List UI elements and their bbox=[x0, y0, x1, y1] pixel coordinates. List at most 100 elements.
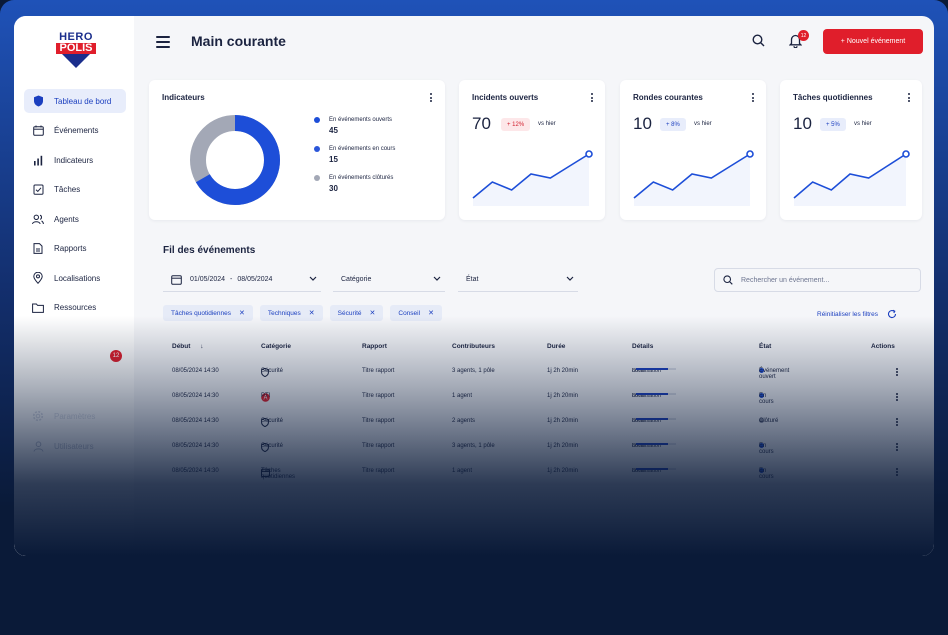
new-event-button[interactable]: + Nouvel événement bbox=[823, 29, 923, 54]
cell-report[interactable]: Titre rapport bbox=[362, 368, 395, 374]
row-actions-kebab-icon[interactable] bbox=[896, 393, 899, 403]
cell-report[interactable]: Titre rapport bbox=[362, 468, 395, 474]
chevron-down-icon bbox=[433, 276, 441, 283]
cell-contributors: 1 agent bbox=[452, 393, 473, 399]
state-select[interactable]: État bbox=[458, 268, 578, 292]
column-header-details: Détails bbox=[632, 343, 654, 350]
row-actions-kebab-icon[interactable] bbox=[896, 468, 899, 478]
chevron-down-icon bbox=[309, 276, 317, 283]
sidebar-item-agents[interactable]: Agents bbox=[24, 207, 126, 231]
cell-duration: 1j 2h 20min bbox=[547, 468, 579, 474]
sidebar-item-indicateurs[interactable]: Indicateurs bbox=[24, 148, 126, 172]
kebab-menu-icon[interactable] bbox=[752, 93, 755, 104]
close-icon[interactable]: ✕ bbox=[428, 310, 434, 317]
cell-report[interactable]: Titre rapport bbox=[362, 418, 395, 424]
state-label: Événement ouvert bbox=[759, 368, 790, 380]
sidebar-item-localisations[interactable]: Localisations bbox=[24, 266, 126, 290]
top-header: Main courante 12 + Nouvel événement bbox=[134, 16, 934, 70]
close-icon[interactable]: ✕ bbox=[308, 310, 315, 317]
search-icon bbox=[723, 275, 733, 285]
column-header-report: Rapport bbox=[362, 343, 387, 350]
chip-label: Tâches quotidiennes bbox=[171, 309, 231, 317]
sort-arrow-down-icon[interactable]: ↓ bbox=[200, 343, 204, 350]
legend-label: En événements clôturés bbox=[329, 175, 394, 181]
table-row[interactable]: 08/05/2024 14:30 Sécurité Titre rapport … bbox=[172, 368, 912, 386]
table-row[interactable]: 08/05/2024 14:30 Sécurité Titre rapport … bbox=[172, 418, 912, 436]
column-header-label: Début bbox=[172, 343, 191, 350]
sidebar-item-parametres[interactable]: Paramètres bbox=[24, 404, 126, 428]
filter-chip[interactable]: Tâches quotidiennes ✕ bbox=[163, 305, 253, 321]
sidebar-item-messages[interactable]: Messages bbox=[24, 374, 126, 398]
sidebar-item-evenements[interactable]: Événements bbox=[24, 119, 126, 143]
event-search-input[interactable]: Rechercher un événement... bbox=[714, 268, 921, 292]
row-actions-kebab-icon[interactable] bbox=[896, 443, 899, 453]
kebab-menu-icon[interactable] bbox=[908, 93, 911, 104]
cell-contributors: 3 agents, 1 pôle bbox=[452, 443, 495, 449]
cell-start: 08/05/2024 14:30 bbox=[172, 468, 219, 474]
indicators-donut-chart bbox=[190, 115, 280, 205]
table-row[interactable]: 08/05/2024 14:30 A PTI Titre rapport 1 a… bbox=[172, 393, 912, 411]
cell-report[interactable]: Titre rapport bbox=[362, 393, 395, 399]
table-row[interactable]: 08/05/2024 14:30 Tâches quotidiennes Tit… bbox=[172, 468, 912, 486]
sidebar-item-tableau-de-bord[interactable]: Tableau de bord bbox=[24, 89, 126, 113]
legend-item-closed: En événements clôturés 30 bbox=[314, 175, 395, 193]
stat-sparkline bbox=[633, 150, 754, 206]
date-to: 08/05/2024 bbox=[237, 276, 273, 283]
column-header-start[interactable]: Début ↓ bbox=[172, 343, 203, 350]
date-range-picker[interactable]: 01/05/2024 - 08/05/2024 bbox=[163, 268, 321, 292]
filter-chip[interactable]: Sécurité ✕ bbox=[329, 305, 384, 321]
category-label: Sécurité bbox=[261, 443, 284, 449]
kebab-menu-icon[interactable] bbox=[430, 93, 433, 104]
kebab-menu-icon[interactable] bbox=[591, 93, 594, 104]
sparkline-end-point bbox=[746, 150, 754, 158]
search-icon[interactable] bbox=[752, 34, 765, 52]
sidebar-item-taches[interactable]: Tâches bbox=[24, 178, 126, 202]
menu-icon[interactable] bbox=[156, 36, 170, 48]
detail-progress-bar bbox=[636, 468, 676, 470]
sidebar-item-alertes[interactable]: Alertes 12 bbox=[24, 344, 126, 368]
row-actions-kebab-icon[interactable] bbox=[896, 418, 899, 428]
legend-value: 45 bbox=[329, 126, 338, 135]
detail-progress-bar bbox=[636, 368, 676, 370]
stat-delta-badge: + 8% bbox=[660, 118, 686, 131]
legend-label: En événements ouverts bbox=[329, 117, 393, 123]
stat-card-incidents: Incidents ouverts 70 + 12% vs hier bbox=[459, 80, 605, 220]
date-separator: - bbox=[230, 276, 233, 283]
cell-start: 08/05/2024 14:30 bbox=[172, 443, 219, 449]
app-logo[interactable]: HERO POLIS bbox=[56, 32, 96, 80]
gear-icon bbox=[32, 410, 44, 422]
chevron-down-icon bbox=[566, 276, 574, 283]
sparkline-end-point bbox=[902, 150, 910, 158]
mail-icon bbox=[32, 380, 44, 392]
cell-duration: 1j 2h 20min bbox=[547, 393, 579, 399]
sidebar: HERO POLIS Tableau de bord Événements In… bbox=[14, 16, 134, 556]
sidebar-item-utilisateurs[interactable]: Utilisateurs bbox=[24, 434, 126, 458]
cell-report[interactable]: Titre rapport bbox=[362, 443, 395, 449]
cell-state: Clôturé bbox=[759, 418, 778, 424]
category-select[interactable]: Catégorie bbox=[333, 268, 445, 292]
close-icon[interactable]: ✕ bbox=[369, 310, 376, 317]
sidebar-item-label: Alertes bbox=[54, 351, 79, 361]
reset-filters-link[interactable]: Réinitialiser les filtres bbox=[817, 309, 897, 319]
table-row[interactable]: 08/05/2024 14:30 Sécurité Titre rapport … bbox=[172, 443, 912, 461]
page-title: Main courante bbox=[191, 33, 286, 49]
legend-dot bbox=[314, 117, 320, 123]
stat-value: 70 bbox=[472, 114, 491, 133]
close-icon[interactable]: ✕ bbox=[239, 310, 245, 317]
cell-start: 08/05/2024 14:30 bbox=[172, 418, 219, 424]
cell-state: En cours bbox=[759, 443, 774, 455]
row-actions-kebab-icon[interactable] bbox=[896, 368, 899, 378]
filter-chip[interactable]: Techniques ✕ bbox=[259, 305, 323, 321]
filter-chip[interactable]: Conseil ✕ bbox=[390, 305, 442, 321]
sidebar-item-label: Indicateurs bbox=[54, 155, 94, 165]
indicators-legend: En événements ouverts 45 En événements e… bbox=[314, 117, 395, 204]
category-label: Tâches quotidiennes bbox=[261, 468, 296, 480]
user-icon bbox=[32, 440, 44, 452]
sidebar-item-rapports[interactable]: Rapports bbox=[24, 237, 126, 261]
indicators-title: Indicateurs bbox=[162, 93, 205, 102]
sidebar-item-ressources[interactable]: Ressources bbox=[24, 296, 126, 320]
shield-icon bbox=[32, 95, 44, 107]
state-label: En cours bbox=[759, 443, 774, 455]
notifications-bell-icon[interactable] bbox=[788, 33, 803, 53]
